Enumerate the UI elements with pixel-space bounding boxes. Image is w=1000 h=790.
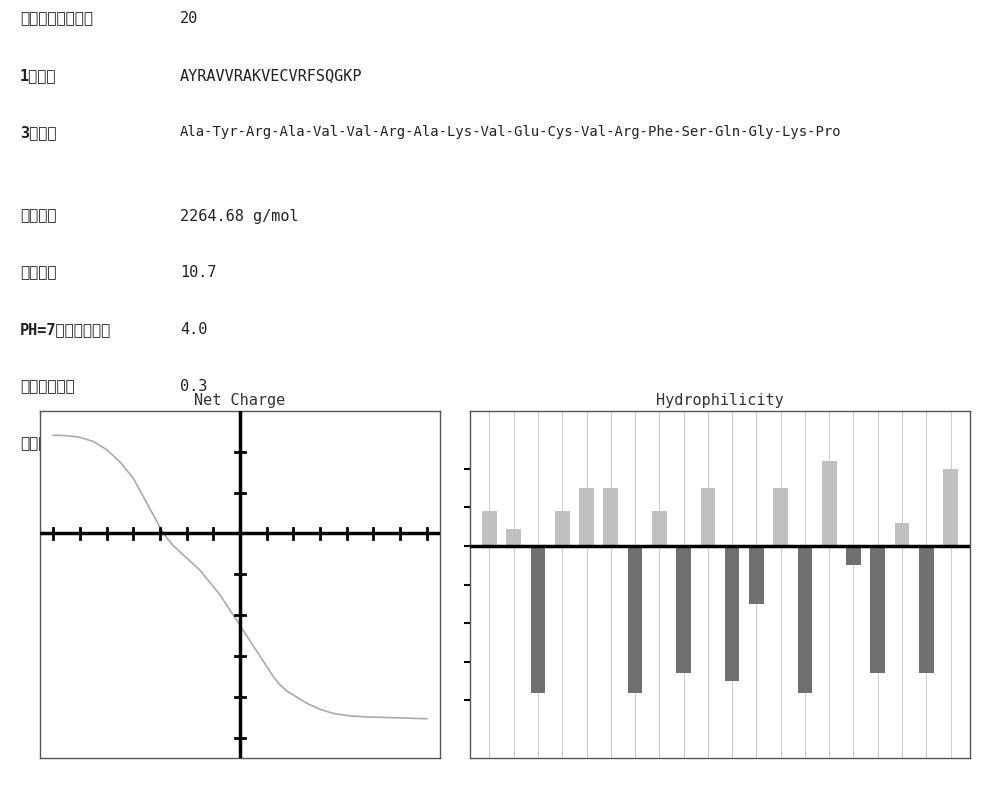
- Bar: [555, 511, 570, 546]
- Text: Ala-Tyr-Arg-Ala-Val-Val-Arg-Ala-Lys-Val-Glu-Cys-Val-Arg-Phe-Ser-Gln-Gly-Lys-Pro: Ala-Tyr-Arg-Ala-Val-Val-Arg-Ala-Lys-Val-…: [180, 125, 842, 139]
- Bar: [773, 488, 788, 546]
- Bar: [579, 488, 594, 546]
- Text: 分子量：: 分子量：: [20, 209, 56, 224]
- Title: Net Charge: Net Charge: [194, 393, 286, 408]
- Bar: [822, 461, 837, 546]
- Text: 1字符：: 1字符：: [20, 68, 56, 83]
- Text: 氨基酸残基个数：: 氨基酸残基个数：: [20, 11, 93, 26]
- Text: 2264.68 g/mol: 2264.68 g/mol: [180, 209, 299, 224]
- Bar: [603, 488, 618, 546]
- Bar: [676, 546, 691, 673]
- Text: AYRAVVRAKVECVRFSQGKP: AYRAVVRAKVECVRFSQGKP: [180, 68, 362, 83]
- Bar: [506, 529, 521, 546]
- Text: 40 %: 40 %: [180, 436, 216, 451]
- Text: PH=7时的净电荷：: PH=7时的净电荷：: [20, 322, 111, 337]
- Text: 10.7: 10.7: [180, 265, 216, 280]
- Bar: [919, 546, 934, 673]
- Bar: [846, 546, 861, 566]
- Bar: [749, 546, 764, 604]
- Bar: [798, 546, 812, 693]
- Text: 4.0: 4.0: [180, 322, 207, 337]
- Text: 0.3: 0.3: [180, 379, 207, 394]
- Title: Hydrophilicity: Hydrophilicity: [656, 393, 784, 408]
- Bar: [531, 546, 545, 693]
- Bar: [701, 488, 715, 546]
- Bar: [628, 546, 642, 693]
- Bar: [943, 468, 958, 546]
- Bar: [895, 523, 909, 546]
- Text: 20: 20: [180, 11, 198, 26]
- Text: 3字符：: 3字符：: [20, 125, 56, 140]
- Bar: [482, 511, 497, 546]
- Bar: [870, 546, 885, 673]
- Text: 等电点：: 等电点：: [20, 265, 56, 280]
- Bar: [652, 511, 667, 546]
- Text: 平均亲水性：: 平均亲水性：: [20, 379, 75, 394]
- Bar: [725, 546, 739, 681]
- Text: 亲水残基比例：: 亲水残基比例：: [20, 436, 84, 451]
